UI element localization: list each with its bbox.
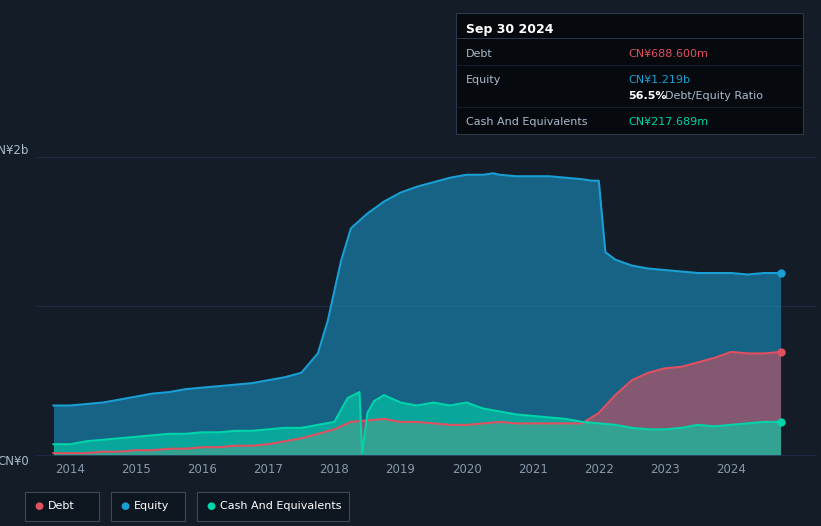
Text: Sep 30 2024: Sep 30 2024 <box>466 23 554 36</box>
Text: Cash And Equivalents: Cash And Equivalents <box>466 117 588 127</box>
Text: Equity: Equity <box>466 75 502 85</box>
Text: ●: ● <box>121 501 130 511</box>
Text: CN¥217.689m: CN¥217.689m <box>628 117 709 127</box>
Text: CN¥688.600m: CN¥688.600m <box>628 48 708 59</box>
Text: Cash And Equivalents: Cash And Equivalents <box>220 501 342 511</box>
Text: ●: ● <box>34 501 44 511</box>
Text: ●: ● <box>207 501 216 511</box>
Text: CN¥2b: CN¥2b <box>0 144 30 157</box>
Text: Debt/Equity Ratio: Debt/Equity Ratio <box>665 90 763 101</box>
Text: Debt: Debt <box>466 48 493 59</box>
Text: Debt: Debt <box>48 501 75 511</box>
Text: Equity: Equity <box>134 501 169 511</box>
Text: CN¥1.219b: CN¥1.219b <box>628 75 690 85</box>
Text: CN¥0: CN¥0 <box>0 454 30 468</box>
Text: 56.5%: 56.5% <box>628 90 667 101</box>
